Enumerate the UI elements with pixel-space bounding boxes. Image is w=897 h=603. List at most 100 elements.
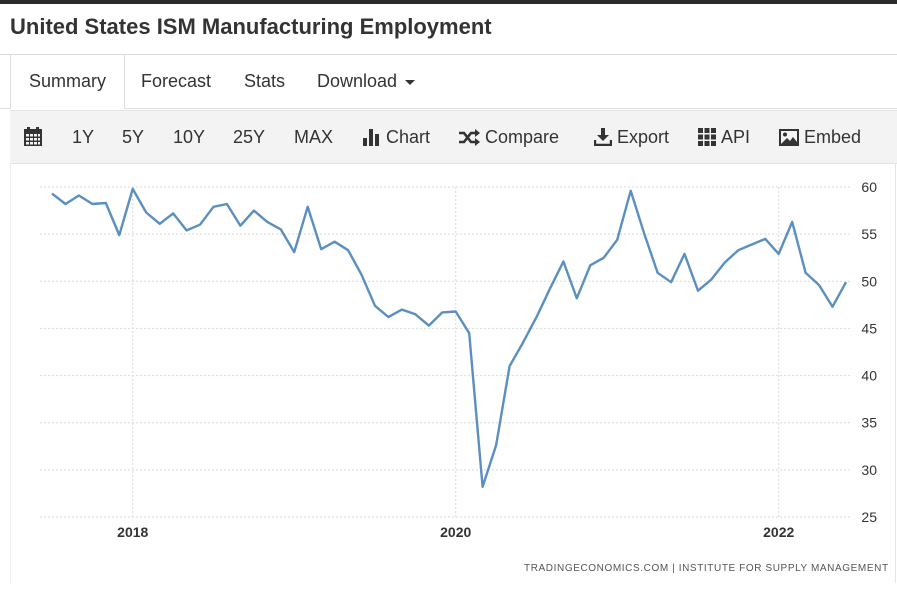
data-point[interactable] (450, 305, 462, 317)
range-10y-button[interactable]: 10Y (173, 127, 206, 147)
api-button[interactable]: API (698, 111, 750, 163)
data-point[interactable] (127, 183, 139, 195)
x-axis-labels: 2018 2020 2022 (117, 524, 794, 540)
data-point[interactable] (692, 285, 704, 297)
download-icon (593, 128, 613, 147)
data-point[interactable] (504, 360, 516, 372)
data-point[interactable] (800, 267, 812, 279)
range-max-button[interactable]: MAX (294, 127, 334, 147)
data-point[interactable] (167, 207, 179, 219)
data-point[interactable] (611, 234, 623, 246)
y-tick-label: 55 (861, 226, 877, 242)
y-tick-label: 35 (861, 415, 877, 431)
data-point[interactable] (477, 481, 489, 493)
panel-right-border (895, 163, 896, 583)
data-point[interactable] (234, 220, 246, 232)
data-point[interactable] (73, 189, 85, 201)
chevron-down-icon (405, 79, 416, 85)
data-point[interactable] (329, 236, 341, 248)
data-point[interactable] (638, 227, 650, 239)
data-point[interactable] (719, 256, 731, 268)
data-point[interactable] (652, 267, 664, 279)
x-tick-label: 2020 (440, 524, 471, 540)
data-point[interactable] (396, 304, 408, 316)
range-5y-button[interactable]: 5Y (122, 127, 145, 147)
embed-button[interactable]: Embed (779, 111, 861, 163)
data-point[interactable] (46, 188, 58, 200)
vertical-gridlines (132, 187, 780, 517)
tab-summary[interactable]: Summary (10, 55, 126, 109)
tab-forecast[interactable]: Forecast (123, 55, 229, 108)
data-point[interactable] (813, 279, 825, 291)
compare-label: Compare (485, 127, 560, 147)
compare-button[interactable]: Compare (458, 111, 559, 163)
data-point[interactable] (786, 216, 798, 228)
data-point[interactable] (557, 255, 569, 267)
data-point[interactable] (302, 201, 314, 213)
data-point[interactable] (665, 276, 677, 288)
data-point[interactable] (490, 439, 502, 451)
data-point[interactable] (679, 248, 691, 260)
data-point[interactable] (840, 276, 852, 288)
tab-stats-label: Stats (244, 71, 286, 91)
data-point[interactable] (705, 273, 717, 285)
data-point[interactable] (463, 327, 475, 339)
data-point[interactable] (436, 306, 448, 318)
data-point[interactable] (625, 185, 637, 197)
data-point[interactable] (746, 239, 758, 251)
data-point[interactable] (409, 308, 421, 320)
series-line (51, 187, 848, 488)
data-point[interactable] (827, 301, 839, 313)
data-point[interactable] (584, 259, 596, 271)
bar-chart-icon (363, 129, 379, 146)
data-point[interactable] (275, 223, 287, 235)
data-point[interactable] (113, 229, 125, 241)
data-point[interactable] (181, 224, 193, 236)
data-point[interactable] (732, 244, 744, 256)
data-point[interactable] (207, 201, 219, 213)
tab-bar: Summary Forecast Stats Download (0, 54, 897, 109)
x-tick-label: 2022 (763, 524, 794, 540)
data-point[interactable] (154, 218, 166, 230)
chart-type-button[interactable]: Chart (363, 111, 430, 163)
line-chart: 60 55 50 45 40 35 30 25 2018 2020 2022 (40, 179, 877, 540)
data-point[interactable] (369, 300, 381, 312)
data-point[interactable] (530, 311, 542, 323)
panel-left-border (10, 163, 11, 583)
data-point[interactable] (288, 246, 300, 258)
horizontal-gridlines (40, 186, 850, 518)
data-point[interactable] (248, 205, 260, 217)
data-point[interactable] (342, 244, 354, 256)
tab-forecast-label: Forecast (141, 71, 212, 91)
data-point[interactable] (517, 337, 529, 349)
export-label: Export (617, 127, 670, 147)
data-point[interactable] (315, 243, 327, 255)
data-points (46, 183, 852, 493)
range-25y-button[interactable]: 25Y (233, 127, 266, 147)
data-point[interactable] (100, 197, 112, 209)
data-point[interactable] (773, 248, 785, 260)
calendar-button[interactable] (24, 111, 47, 163)
data-point[interactable] (759, 233, 771, 245)
y-tick-label: 50 (861, 273, 877, 289)
tab-download[interactable]: Download (299, 55, 433, 108)
source-credit: TRADINGECONOMICS.COM | INSTITUTE FOR SUP… (524, 563, 889, 574)
data-point[interactable] (382, 311, 394, 323)
export-button[interactable]: Export (593, 111, 670, 163)
data-point[interactable] (544, 283, 556, 295)
data-point[interactable] (140, 206, 152, 218)
range-1y-button[interactable]: 1Y (72, 127, 95, 147)
page-title: United States ISM Manufacturing Employme… (10, 14, 492, 39)
data-point[interactable] (261, 216, 273, 228)
data-point[interactable] (598, 252, 610, 264)
tab-stats[interactable]: Stats (226, 55, 303, 108)
data-point[interactable] (221, 198, 233, 210)
data-point[interactable] (194, 219, 206, 231)
data-point[interactable] (571, 292, 583, 304)
data-point[interactable] (356, 269, 368, 281)
data-point[interactable] (59, 198, 71, 210)
data-point[interactable] (423, 320, 435, 332)
data-point[interactable] (86, 198, 98, 210)
top-border (0, 0, 897, 4)
y-tick-label: 60 (861, 179, 877, 195)
